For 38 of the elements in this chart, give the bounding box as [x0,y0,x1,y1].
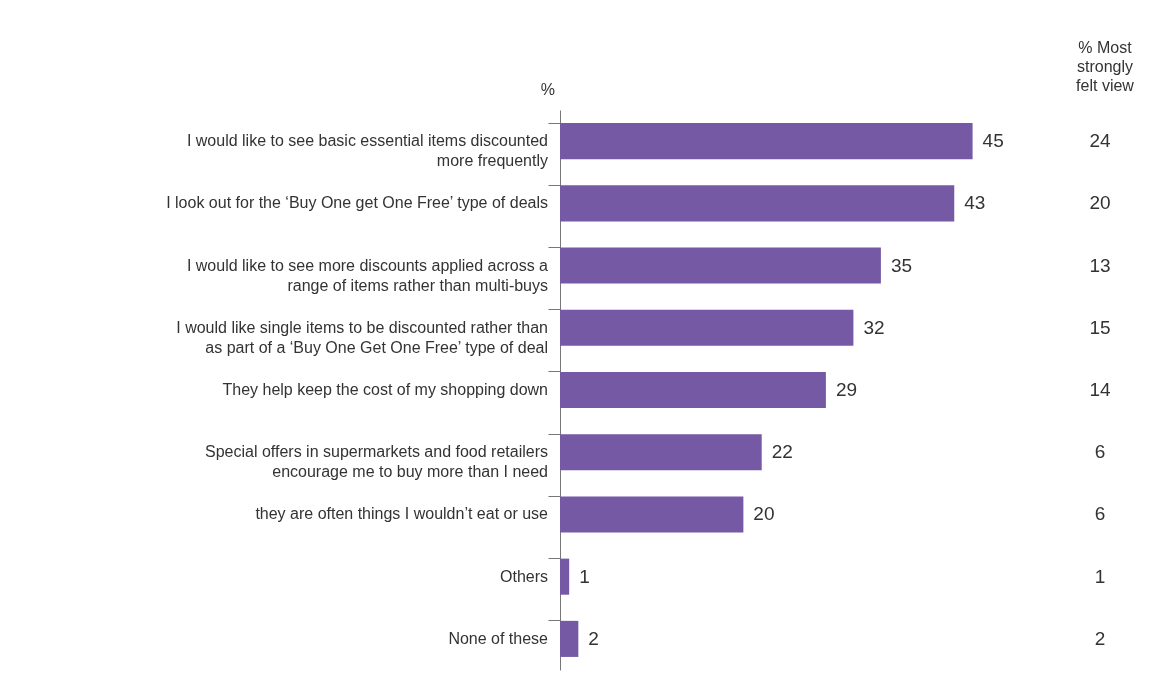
text: % Most strongly felt view [1076,39,1135,94]
text: 2 [1094,627,1106,649]
data-label: 35 [890,254,913,276]
data-label: 2 [588,627,599,649]
y-tick-label: they are often things I wouldn’t eat or use [255,505,549,523]
series-label: % [540,81,555,98]
data-label: 43 [964,192,986,214]
y-tick-label: I would like to see more discounts applied across a range of items rather than multi-buys [186,256,549,294]
text: 6 [1094,441,1106,463]
y-tick-label: Special offers in supermarkets and food retailers encourage me to buy more than I need [205,443,548,481]
y-tick-label: I would like single items to be discounted rather than as part of a ‘Buy One Get One Free’ type of deal [176,318,548,356]
bar [560,123,973,160]
data-label: 22 [771,441,793,463]
text: 1 [1094,565,1106,587]
y-tick-label: Others [499,567,548,585]
data-label: 29 [835,379,858,400]
y-tick-label: I look out for the ‘Buy One get One Free’ type of deals [166,194,548,212]
y-tick-label: They help keep the cost of my shopping down [222,381,548,398]
text: 24 [1089,130,1111,152]
bar [560,309,854,346]
bar [560,434,762,471]
bar [560,371,826,409]
bar [560,247,881,284]
bar [560,620,579,657]
y-tick-label: None of these [448,629,549,647]
text: 15 [1089,316,1111,338]
bar [560,496,744,533]
bar [560,558,570,595]
data-label: 32 [863,316,885,338]
data-label: 20 [753,503,775,525]
text: 14 [1089,379,1111,400]
y-tick-label: I would like to see basic essential items discounted more frequently [186,132,548,170]
bar [560,185,955,222]
text: 20 [1089,192,1111,214]
text: 6 [1094,503,1106,525]
data-label: 1 [579,565,590,587]
data-label: 45 [982,130,1004,152]
text: 13 [1089,254,1111,276]
